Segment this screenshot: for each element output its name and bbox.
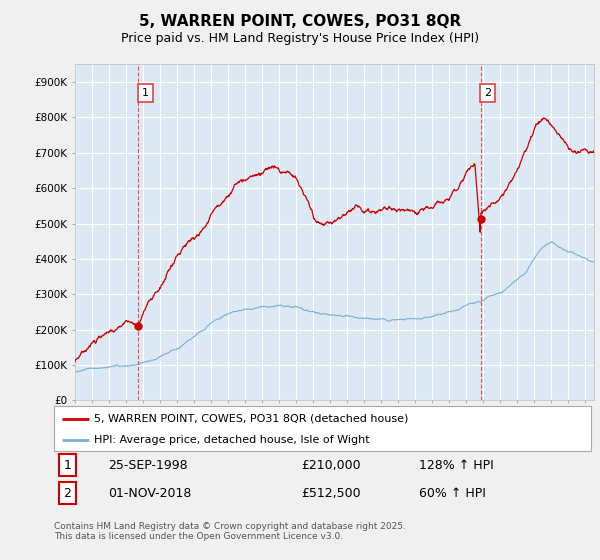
Text: HPI: Average price, detached house, Isle of Wight: HPI: Average price, detached house, Isle…	[94, 435, 370, 445]
Text: 128% ↑ HPI: 128% ↑ HPI	[419, 459, 494, 472]
Text: 5, WARREN POINT, COWES, PO31 8QR (detached house): 5, WARREN POINT, COWES, PO31 8QR (detach…	[94, 413, 409, 423]
Text: 2: 2	[64, 487, 71, 500]
Text: 1: 1	[142, 88, 149, 97]
Text: 2: 2	[484, 88, 491, 97]
Text: 25-SEP-1998: 25-SEP-1998	[108, 459, 187, 472]
Text: 01-NOV-2018: 01-NOV-2018	[108, 487, 191, 500]
Text: 60% ↑ HPI: 60% ↑ HPI	[419, 487, 486, 500]
Text: Price paid vs. HM Land Registry's House Price Index (HPI): Price paid vs. HM Land Registry's House …	[121, 32, 479, 45]
Text: 1: 1	[64, 459, 71, 472]
Text: Contains HM Land Registry data © Crown copyright and database right 2025.
This d: Contains HM Land Registry data © Crown c…	[54, 522, 406, 542]
Text: £512,500: £512,500	[301, 487, 361, 500]
Text: 5, WARREN POINT, COWES, PO31 8QR: 5, WARREN POINT, COWES, PO31 8QR	[139, 14, 461, 29]
Text: £210,000: £210,000	[301, 459, 361, 472]
